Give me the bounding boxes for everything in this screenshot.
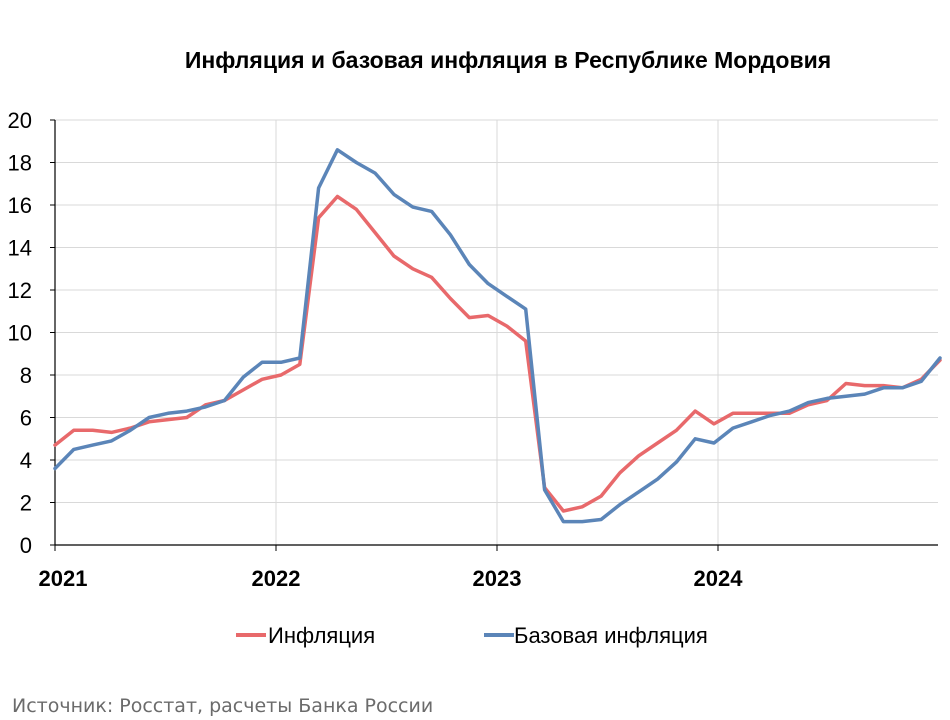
y-tick-label: 10 — [8, 321, 32, 346]
x-axis-ticks: 2021 2022 2023 2024 — [39, 566, 744, 591]
y-tick-label: 14 — [8, 236, 32, 261]
y-tick-label: 18 — [8, 151, 32, 176]
y-tick-label: 0 — [20, 533, 32, 558]
x-tick-label: 2022 — [252, 566, 301, 591]
y-tick-label: 2 — [20, 491, 32, 516]
y-tick-label: 4 — [20, 448, 32, 473]
y-axis-ticks: 0 2 4 6 8 10 12 14 16 18 20 — [8, 108, 32, 558]
gridlines — [55, 119, 938, 545]
legend-label-core-inflation: Базовая инфляция — [514, 623, 708, 648]
axes — [50, 119, 938, 551]
legend-label-inflation: Инфляция — [268, 623, 375, 648]
x-tick-label: 2024 — [694, 566, 744, 591]
x-tick-label: 2023 — [473, 566, 522, 591]
y-tick-label: 20 — [8, 108, 32, 133]
y-tick-label: 12 — [8, 278, 32, 303]
series-line-core-inflation — [53, 148, 942, 524]
y-tick-label: 16 — [8, 193, 32, 218]
x-tick-label: 2021 — [39, 566, 88, 591]
source-note: Источник: Росстат, расчеты Банка России — [12, 695, 433, 717]
chart-title: Инфляция и базовая инфляция в Республике… — [185, 47, 831, 73]
series-lines — [53, 148, 942, 524]
y-tick-label: 6 — [20, 406, 32, 431]
legend: Инфляция Базовая инфляция — [236, 623, 708, 648]
y-tick-label: 8 — [20, 363, 32, 388]
